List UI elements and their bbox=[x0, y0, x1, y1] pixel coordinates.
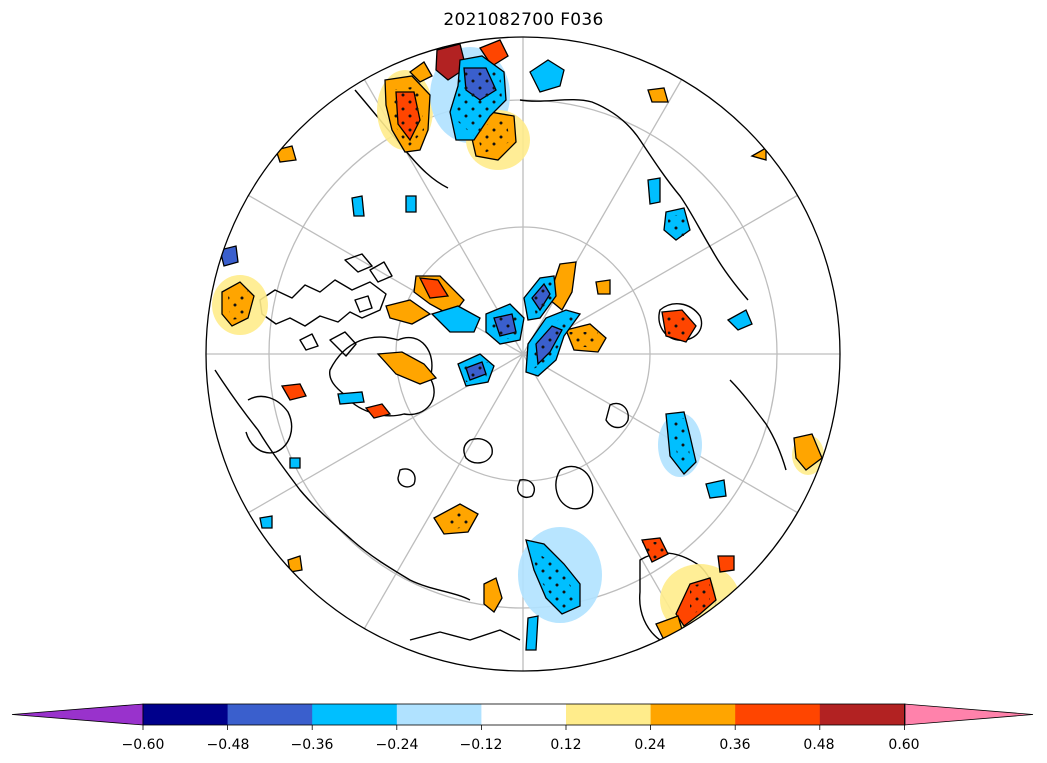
positive-anomaly-patch bbox=[364, 403, 392, 419]
arctic-islands bbox=[299, 253, 393, 357]
colorbar-extend-high bbox=[904, 703, 1034, 726]
colorbar-frame bbox=[142, 703, 906, 726]
positive-anomaly-patch bbox=[717, 555, 735, 573]
colorbar-swatch bbox=[396, 704, 482, 725]
colorbar-swatch bbox=[735, 704, 821, 725]
positive-anomaly-patch bbox=[647, 87, 669, 103]
colorbar-tick-label: −0.24 bbox=[376, 737, 419, 753]
positive-anomaly-patch bbox=[376, 351, 438, 385]
negative-anomaly-patch bbox=[337, 391, 365, 405]
negative-anomaly-patch bbox=[726, 309, 753, 331]
negative-anomaly-patch bbox=[430, 305, 481, 333]
colorbar-tick-label: 0.36 bbox=[719, 737, 750, 753]
misc-islands bbox=[397, 468, 536, 641]
positive-anomaly-patch bbox=[483, 577, 503, 613]
negative-anomaly-patch bbox=[351, 195, 365, 217]
north-america-coast bbox=[214, 369, 471, 601]
significance-stipple bbox=[228, 70, 710, 616]
negative-anomaly-patch bbox=[529, 59, 565, 93]
polar-map bbox=[205, 36, 841, 672]
europe-north bbox=[555, 465, 594, 510]
positive-anomaly-patch bbox=[435, 43, 467, 81]
colorbar-swatch bbox=[312, 704, 398, 725]
coastlines bbox=[214, 89, 787, 643]
taymyr bbox=[658, 303, 703, 341]
positive-anomaly-patch bbox=[280, 383, 307, 401]
negative-anomaly-patch bbox=[289, 457, 301, 469]
positive-anomaly-patch bbox=[793, 433, 823, 471]
colorbar-tick-label: 0.24 bbox=[634, 737, 665, 753]
siberia-coast-north bbox=[519, 99, 749, 301]
colorbar-tick-label: 0.48 bbox=[803, 737, 834, 753]
positive-anomaly-patch bbox=[750, 146, 767, 161]
map-boundary bbox=[205, 36, 841, 672]
colorbar-tick-label: −0.12 bbox=[460, 737, 503, 753]
colorbar-extend-low bbox=[11, 703, 144, 726]
negative-anomaly-patch bbox=[647, 177, 661, 205]
colorbar-ticks bbox=[142, 725, 905, 730]
colorbar-tick-label: 0.60 bbox=[888, 737, 919, 753]
colorbar-swatch bbox=[481, 704, 567, 725]
colorbar-swatches bbox=[11, 703, 1034, 726]
svalbard bbox=[605, 402, 629, 429]
canadian-archipelago bbox=[259, 279, 387, 327]
hudson-bay bbox=[245, 395, 293, 454]
colorbar-tick-label: −0.48 bbox=[207, 737, 250, 753]
negative-anomaly-patch bbox=[259, 515, 273, 529]
map-title: 2021082700 F036 bbox=[443, 10, 604, 30]
iceland bbox=[463, 438, 493, 464]
positive-anomaly-patch bbox=[595, 279, 611, 295]
positive-anomaly-patch bbox=[418, 277, 450, 299]
colorbar-swatch bbox=[819, 704, 905, 725]
colorbar-swatch bbox=[566, 704, 652, 725]
positive-anomaly-patch bbox=[408, 61, 433, 83]
colorbar-tick-label: −0.36 bbox=[291, 737, 334, 753]
negative-anomaly-patch bbox=[219, 245, 239, 267]
colorbar-swatch bbox=[227, 704, 313, 725]
negative-anomaly-patch bbox=[405, 195, 417, 213]
positive-anomaly-patch bbox=[385, 299, 432, 325]
novaya-zemlya bbox=[729, 379, 787, 471]
negative-anomaly-patch bbox=[705, 479, 727, 499]
negative-anomaly-patch bbox=[525, 615, 539, 651]
colorbar-swatch bbox=[143, 704, 229, 725]
colorbar-tick-label: −0.60 bbox=[122, 737, 165, 753]
colorbar-tick-label: 0.12 bbox=[550, 737, 581, 753]
colorbar-swatch bbox=[650, 704, 736, 725]
